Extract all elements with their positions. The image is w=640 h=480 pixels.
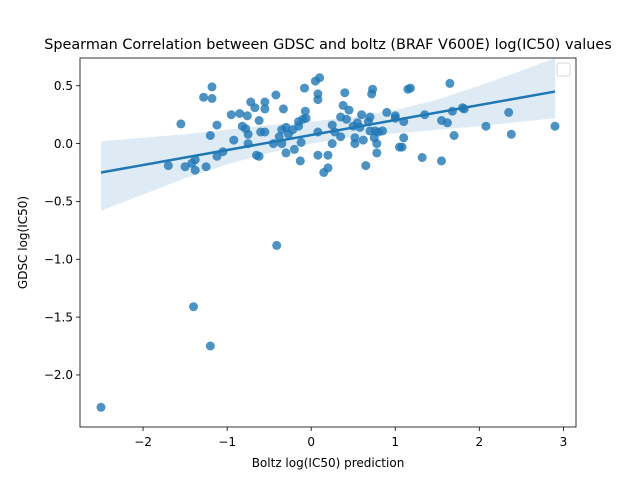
data-point bbox=[361, 161, 371, 171]
data-point bbox=[300, 83, 309, 93]
y-tick-label: −1.0 bbox=[44, 253, 73, 267]
confidence-band-layer bbox=[101, 58, 555, 211]
y-axis-label: GDSC log(IC50) bbox=[16, 196, 30, 289]
confidence-band bbox=[101, 58, 555, 211]
data-point bbox=[260, 127, 270, 137]
data-point bbox=[340, 88, 350, 98]
data-point bbox=[201, 162, 211, 172]
data-point bbox=[550, 121, 560, 131]
data-point bbox=[301, 113, 311, 123]
y-tick-label: 0.5 bbox=[54, 79, 73, 93]
regression-line-layer bbox=[100, 90, 556, 174]
data-point bbox=[190, 155, 200, 165]
data-point bbox=[205, 131, 215, 140]
data-point bbox=[295, 156, 305, 166]
data-point bbox=[176, 119, 186, 129]
data-point bbox=[358, 135, 368, 145]
data-point bbox=[357, 110, 367, 120]
data-point bbox=[243, 129, 253, 139]
data-point bbox=[254, 151, 264, 161]
data-point bbox=[163, 161, 173, 171]
data-point bbox=[397, 142, 407, 152]
x-ticks: −2 −1 0 1 2 3 bbox=[134, 427, 567, 449]
data-point bbox=[327, 120, 337, 130]
data-point bbox=[344, 105, 354, 115]
data-point bbox=[327, 139, 337, 149]
data-point bbox=[226, 110, 236, 120]
data-point bbox=[207, 94, 217, 103]
data-point bbox=[506, 129, 516, 139]
data-point bbox=[250, 103, 260, 113]
data-point bbox=[481, 121, 491, 131]
data-point bbox=[449, 131, 459, 140]
y-tick-label: −2.0 bbox=[44, 368, 73, 382]
data-point bbox=[281, 148, 291, 158]
data-point bbox=[189, 302, 198, 312]
data-point bbox=[399, 133, 409, 143]
data-point bbox=[235, 109, 245, 118]
data-point bbox=[242, 111, 252, 121]
data-point bbox=[199, 92, 209, 102]
data-point bbox=[260, 97, 270, 107]
data-point bbox=[342, 114, 351, 124]
x-tick-label: 0 bbox=[307, 435, 315, 449]
plot-area-frame bbox=[79, 57, 577, 428]
data-point bbox=[323, 163, 333, 173]
data-point bbox=[271, 90, 281, 100]
x-tick-label: 2 bbox=[476, 435, 484, 449]
points-layer bbox=[96, 73, 560, 412]
legend-box bbox=[556, 62, 571, 77]
y-tick-label: −1.5 bbox=[44, 310, 73, 324]
data-point bbox=[336, 132, 346, 142]
data-point bbox=[205, 341, 215, 351]
data-point bbox=[378, 126, 388, 136]
data-point bbox=[313, 95, 323, 105]
data-point bbox=[417, 153, 427, 162]
data-point bbox=[313, 150, 323, 160]
x-tick-label: −1 bbox=[218, 435, 236, 449]
data-point bbox=[207, 82, 217, 92]
x-axis-label: Boltz log(IC50) prediction bbox=[252, 456, 405, 470]
data-point bbox=[272, 240, 282, 250]
data-point bbox=[260, 104, 270, 114]
regression-line bbox=[100, 90, 556, 174]
x-tick-label: 1 bbox=[391, 435, 399, 449]
data-point bbox=[372, 139, 382, 149]
chart-title: Spearman Correlation between GDSC and bo… bbox=[44, 37, 612, 53]
x-tick-label: −2 bbox=[134, 435, 152, 449]
data-point bbox=[365, 112, 375, 122]
y-ticks: −2.0 −1.5 −1.0 −0.5 0.0 0.5 bbox=[44, 79, 80, 382]
data-point bbox=[350, 139, 360, 149]
x-tick-label: 3 bbox=[560, 435, 568, 449]
data-point bbox=[289, 144, 299, 154]
data-point bbox=[96, 402, 106, 412]
data-point bbox=[504, 107, 514, 117]
data-point bbox=[405, 83, 415, 93]
data-point bbox=[278, 104, 288, 114]
data-point bbox=[190, 165, 200, 175]
data-point bbox=[372, 148, 382, 158]
data-point bbox=[300, 106, 310, 116]
data-point bbox=[254, 116, 264, 125]
data-point bbox=[229, 135, 239, 145]
data-point bbox=[442, 118, 452, 128]
data-point bbox=[274, 132, 284, 142]
data-point bbox=[323, 150, 333, 160]
data-point bbox=[180, 162, 190, 172]
data-point bbox=[212, 120, 222, 130]
data-point bbox=[294, 121, 304, 131]
data-point bbox=[445, 78, 455, 88]
data-point bbox=[368, 84, 378, 94]
data-point bbox=[315, 73, 325, 83]
y-tick-label: −0.5 bbox=[44, 195, 73, 209]
data-point bbox=[382, 107, 392, 117]
data-point bbox=[296, 137, 306, 147]
data-point bbox=[437, 156, 446, 166]
y-tick-label: 0.0 bbox=[54, 137, 73, 151]
